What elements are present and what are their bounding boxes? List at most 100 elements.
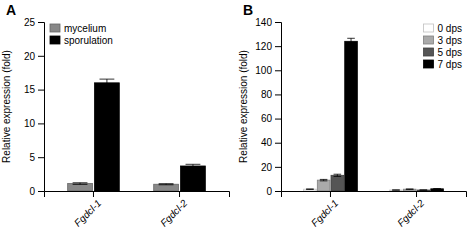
y-axis-title: Relative expression (fold) [238, 50, 249, 163]
error-bar [406, 189, 414, 190]
legend: myceliumsporulation [50, 23, 113, 46]
legend-label: 5 dps [438, 47, 462, 58]
error-cap [73, 182, 88, 183]
legend-item: 7 dps [424, 59, 462, 70]
y-tick-label: 40 [261, 137, 273, 148]
y-tick-mark [38, 90, 44, 91]
figure: 0510152025Fgdcl-1Fgdcl-2Relative express… [0, 0, 474, 235]
error-cap [306, 189, 314, 190]
error-cap [392, 190, 400, 191]
y-tick-mark [38, 22, 44, 23]
marks [304, 38, 444, 191]
legend-swatch [424, 24, 434, 32]
y-axis-title: Relative expression (fold) [1, 50, 12, 163]
y-tick: 0 [29, 186, 44, 197]
y-tick-mark [275, 191, 281, 192]
legend-label: 0 dps [438, 23, 462, 34]
y-tick: 140 [255, 17, 281, 28]
y-tick-mark [275, 46, 281, 47]
plot: 0 5 10 15 20 25 Fgdcl-1Fgdcl-2 Relative express… [1, 17, 230, 229]
error-bar [159, 184, 174, 185]
error-bar [306, 189, 314, 190]
error-cap [159, 184, 174, 185]
error-cap [420, 190, 428, 191]
y-tick-label: 25 [24, 17, 36, 28]
y-axis: 020406080100120140 [255, 17, 281, 197]
legend-item: 0 dps [424, 23, 462, 34]
error-cap [334, 176, 342, 177]
error-cap [347, 44, 355, 45]
y-tick-label: 80 [261, 89, 273, 100]
y-tick-label: 0 [29, 186, 35, 197]
x-axis: Fgdcl-1Fgdcl-2 [45, 191, 230, 229]
y-tick-mark [38, 157, 44, 158]
y-tick-label: 60 [261, 113, 273, 124]
y-tick-label: 15 [24, 84, 36, 95]
bar [317, 180, 330, 191]
y-tick-label: 10 [24, 118, 36, 129]
y-tick: 20 [24, 51, 44, 62]
x-tick-mark [416, 191, 417, 197]
legend-swatch [424, 36, 434, 44]
bar [154, 184, 179, 191]
y-tick-mark [275, 167, 281, 168]
x-tick-label: Fgdcl-1 [72, 197, 103, 228]
error-cap [186, 164, 201, 165]
x-axis-line [282, 192, 467, 198]
x-axis-line [45, 192, 230, 198]
y-tick-label: 5 [29, 152, 35, 163]
x-tick-label: Fgdcl-2 [395, 197, 427, 229]
x-tick-label: Fgdcl-1 [309, 197, 340, 228]
y-tick-mark [275, 94, 281, 95]
y-tick-mark [275, 143, 281, 144]
bar [431, 189, 444, 191]
error-cap [100, 79, 115, 80]
error-bar [433, 188, 441, 189]
legend-swatch [50, 36, 60, 44]
bar [95, 83, 120, 191]
y-tick: 40 [261, 137, 281, 148]
y-tick-mark [38, 56, 44, 57]
y-tick: 60 [261, 113, 281, 124]
x-tick-mark [330, 191, 331, 197]
bar [417, 190, 430, 191]
plot: 020406080100120140Fgdcl-1Fgdcl-2Relative… [238, 17, 467, 229]
error-cap [347, 38, 355, 39]
error-cap [159, 183, 174, 184]
error-bar [347, 38, 355, 44]
bar [331, 175, 344, 191]
error-bar [100, 79, 115, 86]
legend-item: sporulation [50, 35, 113, 46]
y-tick-mark [38, 191, 44, 192]
error-line [106, 79, 107, 86]
y-axis: 0 5 10 15 20 25 [24, 17, 45, 197]
legend-label: mycelium [64, 23, 106, 34]
panel: 020406080100120140Fgdcl-1Fgdcl-2Relative… [238, 2, 467, 229]
y-tick-mark [275, 70, 281, 71]
panel: 0 5 10 15 20 25 Fgdcl-1Fgdcl-2 Relative express… [1, 2, 230, 229]
legend-swatch [424, 48, 434, 56]
bar [68, 184, 93, 191]
error-cap [406, 189, 414, 190]
y-tick-label: 100 [255, 65, 272, 76]
error-cap [73, 184, 88, 185]
error-cap [433, 189, 441, 190]
legend-swatch [424, 60, 434, 68]
y-tick: 10 [24, 118, 44, 129]
error-cap [320, 179, 328, 180]
error-cap [186, 167, 201, 168]
legend-item: mycelium [50, 23, 106, 34]
panel-label: A [6, 2, 16, 18]
error-bar [73, 183, 88, 185]
y-tick-label: 0 [266, 186, 272, 197]
error-line [192, 164, 193, 167]
y-tick-label: 120 [255, 41, 272, 52]
marks [68, 79, 206, 191]
error-bar [334, 174, 342, 176]
series [68, 183, 179, 191]
error-cap [320, 180, 328, 181]
legend-swatch [50, 24, 60, 32]
legend: 0 dps3 dps5 dps7 dps [424, 23, 462, 70]
series [95, 79, 206, 191]
y-tick: 25 [24, 17, 44, 28]
